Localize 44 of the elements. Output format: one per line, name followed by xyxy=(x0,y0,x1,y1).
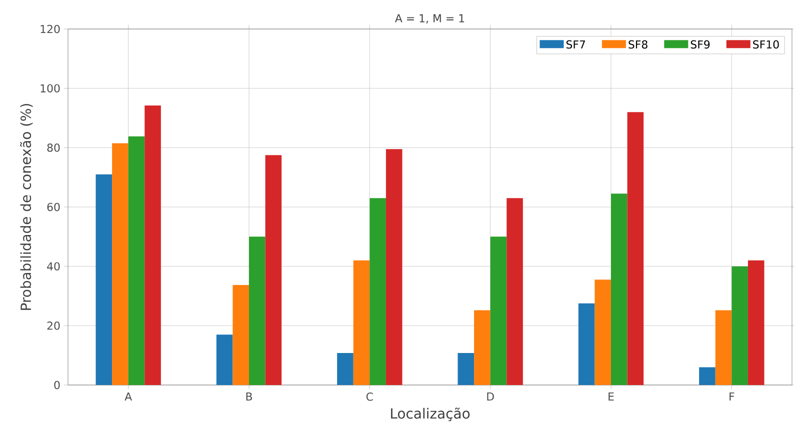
bar xyxy=(216,334,233,385)
y-tick-label: 120 xyxy=(40,24,60,34)
x-axis-title: Localização xyxy=(391,408,470,422)
bar xyxy=(265,155,282,385)
bar xyxy=(699,367,716,385)
bar xyxy=(386,149,402,385)
bar xyxy=(715,310,732,385)
legend-label: SF7 xyxy=(566,40,586,49)
x-tick-label: A xyxy=(124,392,132,401)
bar xyxy=(232,285,249,385)
bar xyxy=(506,198,523,385)
chart-title: A = 1, M = 1 xyxy=(394,14,464,24)
bar xyxy=(474,310,490,385)
bar xyxy=(458,352,474,385)
bar xyxy=(490,236,507,385)
bar xyxy=(578,303,595,385)
y-tick-label: 80 xyxy=(47,144,60,152)
y-tick-label: 100 xyxy=(40,84,60,92)
bar xyxy=(732,266,748,385)
bar xyxy=(748,260,764,385)
y-axis-title: Probabilidade de conexão (%) xyxy=(20,104,33,310)
bar xyxy=(370,198,386,385)
legend-label: SF9 xyxy=(690,40,710,49)
bar xyxy=(611,194,628,385)
y-tick-label: 0 xyxy=(54,380,60,390)
bar xyxy=(337,352,354,385)
bar xyxy=(144,106,161,385)
y-tick-label: 60 xyxy=(47,202,60,212)
bar xyxy=(594,280,611,385)
y-tick-label: 20 xyxy=(47,322,60,330)
bar xyxy=(128,136,145,385)
bar xyxy=(249,236,266,385)
x-tick-label: E xyxy=(608,392,614,401)
legend-label: SF10 xyxy=(753,40,779,49)
x-tick-label: B xyxy=(246,392,252,401)
bar xyxy=(96,174,112,385)
x-tick-label: C xyxy=(366,392,373,401)
bar xyxy=(627,112,644,385)
y-tick-label: 40 xyxy=(47,262,60,270)
legend-label: SF8 xyxy=(628,40,648,49)
x-tick-label: F xyxy=(730,392,734,401)
bar xyxy=(353,260,370,385)
x-tick-label: D xyxy=(487,392,494,401)
bar xyxy=(112,143,128,385)
